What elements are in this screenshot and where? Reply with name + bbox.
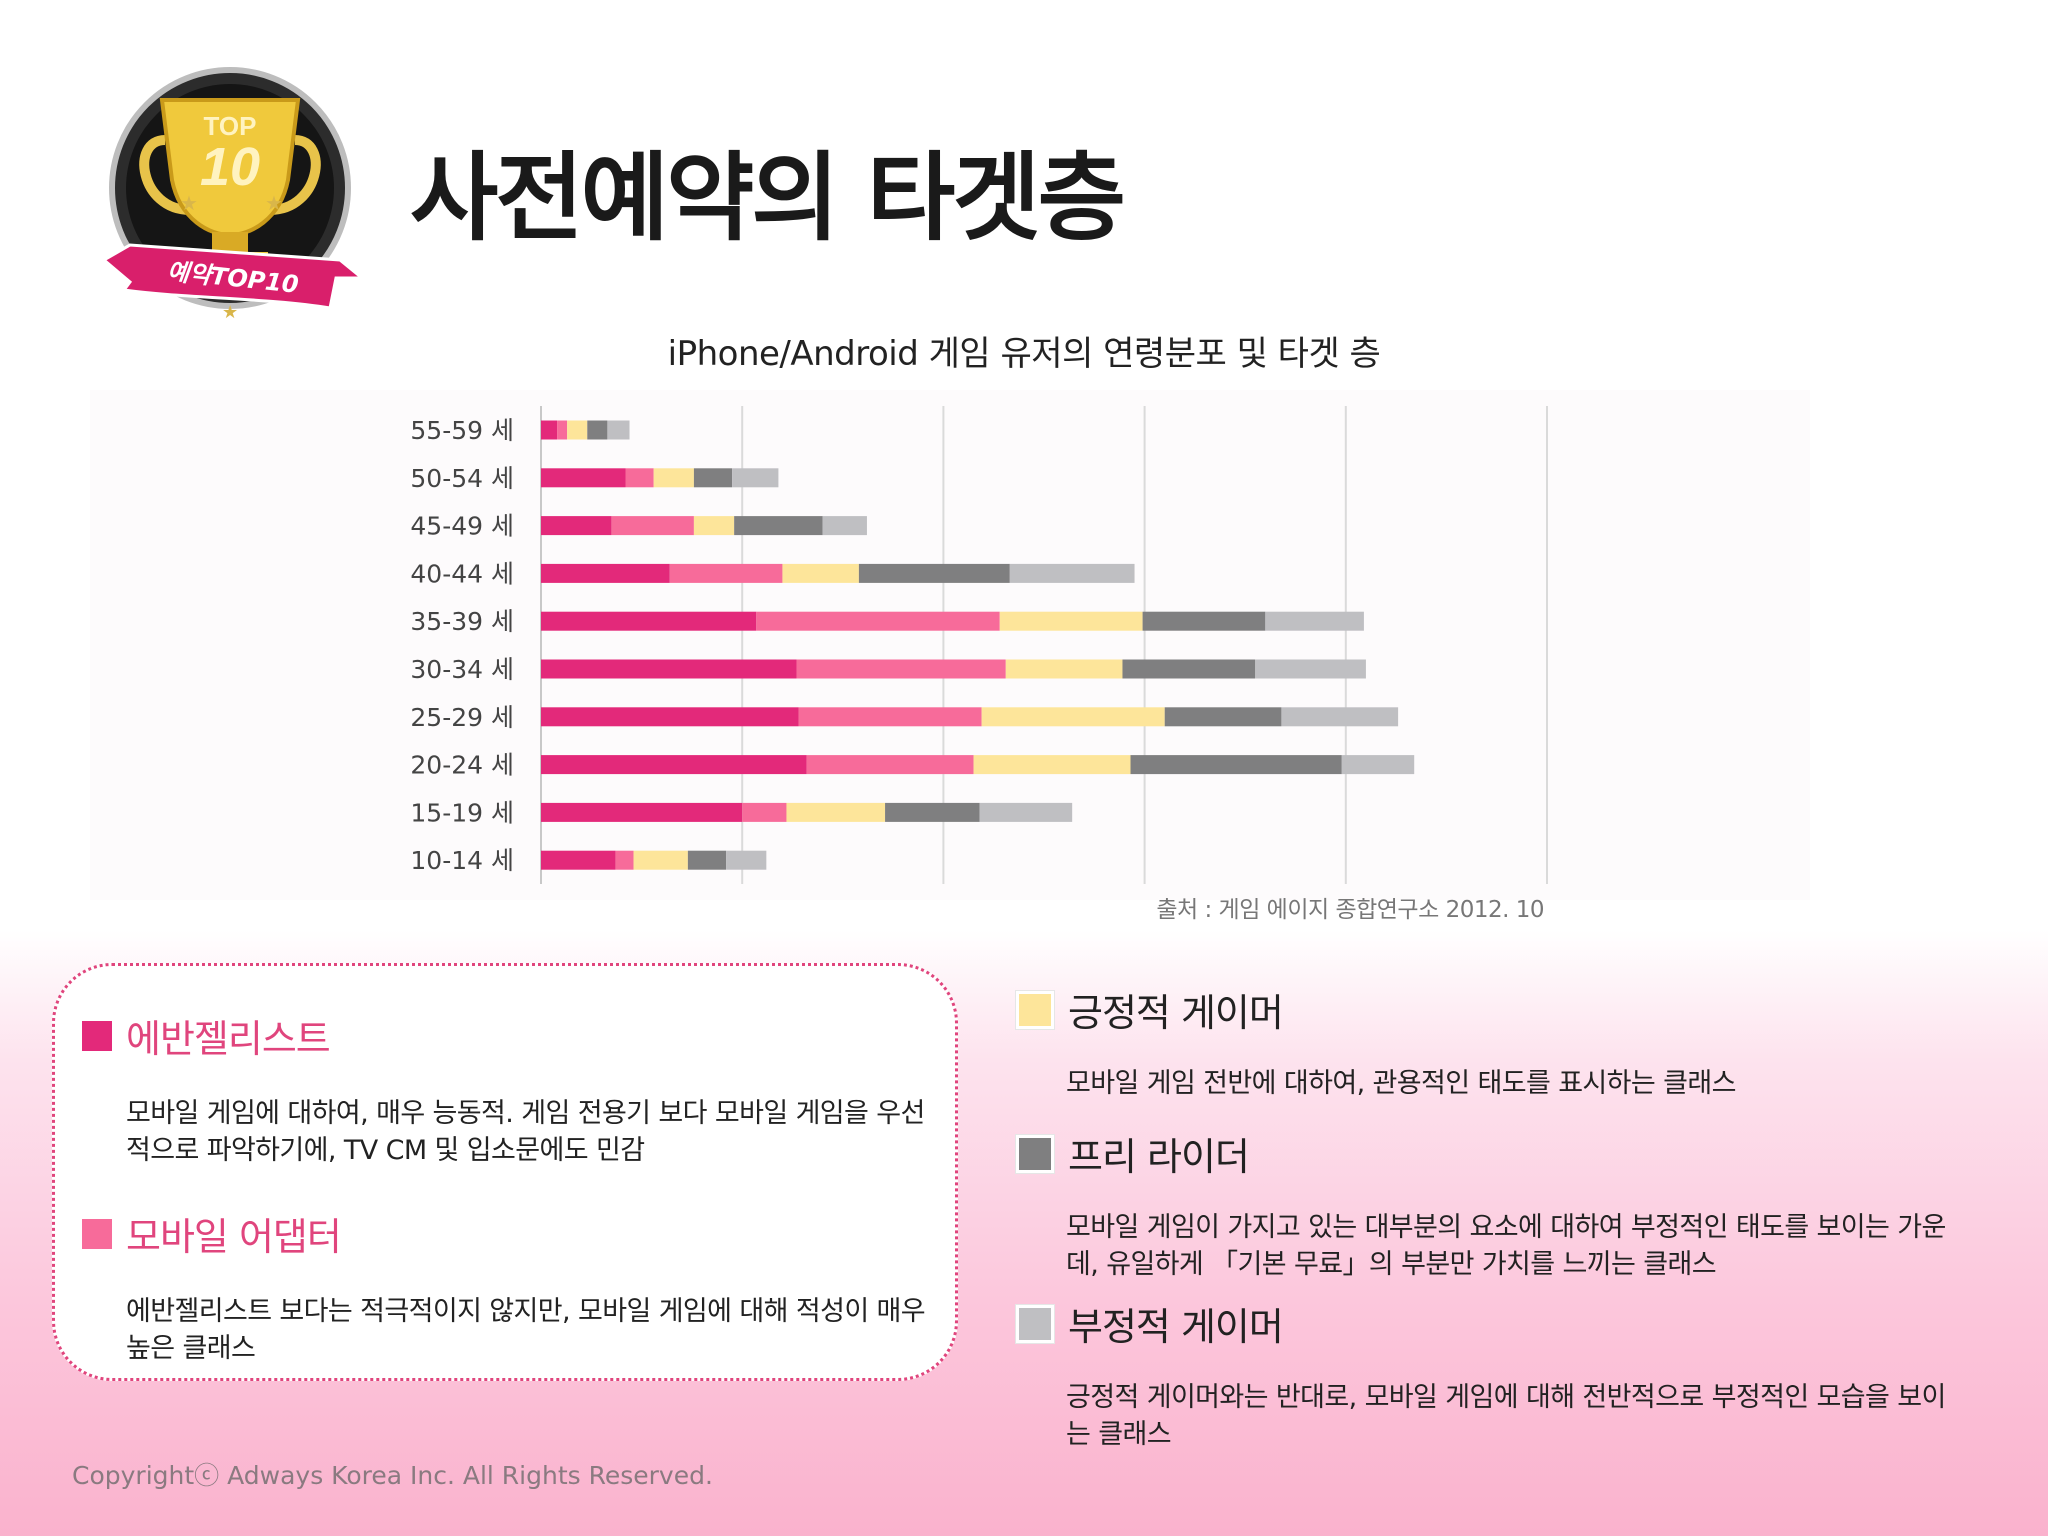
bar-segment xyxy=(541,468,626,488)
evangelist-title: 에반젤리스트 xyxy=(126,1017,331,1061)
freerider-description: 모바일 게임이 가지고 있는 대부분의 요소에 대하여 부정적인 태도를 보이는… xyxy=(1066,1212,1946,1280)
category-tick-label: 20-24 세 xyxy=(410,751,514,780)
category-negative: 부정적 게이머 긍정적 게이머와는 반대로, 모바일 게임에 대해 전반적으로 … xyxy=(1016,1296,1956,1453)
positive-swatch xyxy=(1016,990,1054,1029)
category-freerider: 프리 라이더 모바일 게임이 가지고 있는 대부분의 요소에 대하여 부정적인 … xyxy=(1016,1126,1956,1283)
bar-segment xyxy=(607,420,630,440)
logo-number-text: 10 xyxy=(200,137,260,197)
bar-segment xyxy=(732,468,779,488)
bar-segment xyxy=(693,468,733,488)
bar-segment xyxy=(1265,611,1364,631)
adapter-title: 모바일 어댑터 xyxy=(126,1215,342,1259)
age-distribution-chart: 55-59 세 50-54 세 45-49 세 40-44 세 35-39 세 30-34… xyxy=(90,390,1810,900)
bar-segment xyxy=(885,802,980,822)
bar-segment xyxy=(858,563,1010,583)
plot-background xyxy=(90,390,1810,900)
bar-segment xyxy=(796,659,1006,679)
chart-source: 출처 : 게임 에이지 종합연구소 2012. 10 xyxy=(1156,897,1544,923)
chart-title: iPhone/Android 게임 유저의 연령분포 및 타겟 층 xyxy=(667,334,1381,374)
evangelist-description: 모바일 게임에 대하여, 매우 능동적. 게임 전용기 보다 모바일 게임을 우… xyxy=(126,1098,925,1166)
bar-segment xyxy=(541,707,799,727)
bar-segment xyxy=(822,516,867,536)
bar-segment xyxy=(541,659,797,679)
core-target-box xyxy=(52,963,958,1381)
bar-segment xyxy=(973,755,1131,775)
bar-segment xyxy=(541,755,807,775)
category-tick-label: 15-19 세 xyxy=(410,798,514,827)
category-positive: 긍정적 게이머 모바일 게임 전반에 대하여, 관용적인 태도를 표시하는 클래… xyxy=(1016,982,1956,1102)
bar-segment xyxy=(653,468,694,488)
bar-segment xyxy=(798,707,982,727)
page-title: 사전예약의 타겟층 xyxy=(410,142,1126,254)
copyright: Copyrightⓒ Adways Korea Inc. All Rights … xyxy=(72,1461,713,1490)
bar-segment xyxy=(669,563,783,583)
freerider-swatch xyxy=(1016,1134,1054,1173)
evangelist-swatch xyxy=(82,1020,112,1051)
category-tick-label: 40-44 세 xyxy=(410,559,514,588)
bar-segment xyxy=(981,707,1165,727)
bar-segment xyxy=(567,420,588,440)
category-tick-label: 25-29 세 xyxy=(410,703,514,732)
adapter-swatch xyxy=(82,1218,112,1249)
bar-segment xyxy=(1341,755,1415,775)
negative-title: 부정적 게이머 xyxy=(1068,1305,1284,1349)
category-tick-label: 45-49 세 xyxy=(410,512,514,541)
bar-segment xyxy=(1255,659,1366,679)
bar-segment xyxy=(541,563,670,583)
category-evangelist: 에반젤리스트 모바일 게임에 대하여, 매우 능동적. 게임 전용기 보다 모바… xyxy=(82,1008,942,1169)
freerider-title: 프리 라이더 xyxy=(1068,1135,1250,1179)
bar-segment xyxy=(979,802,1073,822)
bar-segment xyxy=(541,802,743,822)
bar-segment xyxy=(1164,707,1282,727)
bar-segment xyxy=(1142,611,1266,631)
positive-title: 긍정적 게이머 xyxy=(1068,991,1284,1035)
category-adapter: 모바일 어댑터 에반젤리스트 보다는 적극적이지 않지만, 모바일 게임에 대해… xyxy=(82,1206,942,1367)
bar-segment xyxy=(806,755,974,775)
bar-segment xyxy=(557,420,568,440)
svg-text:★: ★ xyxy=(180,191,198,215)
category-tick-label: 50-54 세 xyxy=(410,464,514,493)
top10-trophy-logo: TOP 10 ★ ★ 예약TOP10 ★ xyxy=(101,67,367,320)
bar-segment xyxy=(1009,563,1135,583)
bar-segment xyxy=(541,850,616,870)
svg-text:★: ★ xyxy=(265,191,283,215)
bar-segment xyxy=(541,420,558,440)
bar-segment xyxy=(742,802,787,822)
bar-segment xyxy=(625,468,654,488)
negative-description: 긍정적 게이머와는 반대로, 모바일 게임에 대해 전반적으로 부정적인 모습을… xyxy=(1066,1382,1946,1450)
bar-segment xyxy=(999,611,1143,631)
bar-segment xyxy=(1122,659,1256,679)
bar-segment xyxy=(615,850,634,870)
svg-text:★: ★ xyxy=(222,302,238,320)
bar-segment xyxy=(611,516,694,536)
bar-segment xyxy=(1130,755,1342,775)
positive-description: 모바일 게임 전반에 대하여, 관용적인 태도를 표시하는 클래스 xyxy=(1066,1068,1736,1099)
bar-segment xyxy=(587,420,608,440)
bar-segment xyxy=(734,516,823,536)
bar-segment xyxy=(782,563,859,583)
bar-segment xyxy=(1281,707,1399,727)
bar-segment xyxy=(693,516,735,536)
bar-segment xyxy=(756,611,1000,631)
category-tick-label: 10-14 세 xyxy=(410,846,514,875)
bar-segment xyxy=(786,802,886,822)
bar-segment xyxy=(726,850,767,870)
bar-segment xyxy=(541,611,757,631)
logo-top-text: TOP xyxy=(204,111,257,141)
bar-segment xyxy=(633,850,688,870)
negative-swatch xyxy=(1016,1304,1054,1343)
bar-segment xyxy=(687,850,727,870)
category-tick-label: 30-34 세 xyxy=(410,655,514,684)
bar-segment xyxy=(1005,659,1123,679)
bar-segment xyxy=(541,516,612,536)
adapter-description: 에반젤리스트 보다는 적극적이지 않지만, 모바일 게임에 대해 적성이 매우 … xyxy=(126,1296,926,1364)
category-tick-label: 55-59 세 xyxy=(410,416,514,445)
category-tick-label: 35-39 세 xyxy=(410,607,514,636)
